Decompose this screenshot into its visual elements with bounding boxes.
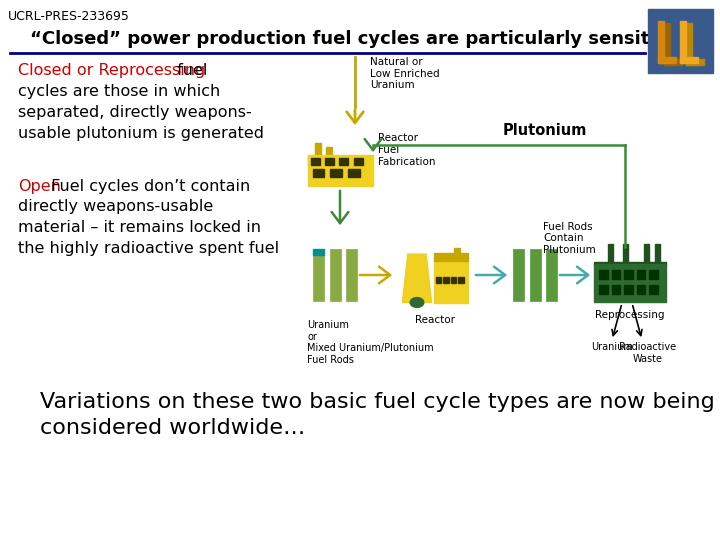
Bar [649, 285, 658, 294]
Bar [348, 170, 359, 177]
Bar [624, 270, 633, 279]
Bar [313, 249, 324, 301]
Bar [644, 244, 649, 263]
Text: Uranium
or
Mixed Uranium/Plutonium
Fuel Rods: Uranium or Mixed Uranium/Plutonium Fuel … [307, 320, 433, 365]
Text: Natural or
Low Enriched
Uranium: Natural or Low Enriched Uranium [370, 57, 440, 90]
Bar [325, 147, 331, 157]
Bar [311, 158, 320, 165]
Bar [686, 23, 692, 65]
Text: Radioactive
Waste: Radioactive Waste [619, 342, 677, 363]
Text: Closed or Reprocessing: Closed or Reprocessing [18, 63, 205, 78]
Text: separated, directly weapons-: separated, directly weapons- [18, 105, 252, 120]
Bar [313, 249, 324, 255]
Text: the highly radioactive spent fuel: the highly radioactive spent fuel [18, 241, 279, 256]
Text: Reprocessing: Reprocessing [595, 310, 665, 320]
Text: UCRL-PRES-233695: UCRL-PRES-233695 [8, 10, 130, 23]
Text: “Closed” power production fuel cycles are particularly sensitive: “Closed” power production fuel cycles ar… [30, 30, 680, 48]
Bar [623, 244, 628, 263]
Bar [655, 244, 660, 263]
Bar [612, 270, 621, 279]
Bar [433, 253, 468, 261]
Text: Reactor: Reactor [415, 315, 455, 325]
Bar [346, 249, 357, 301]
Bar [307, 155, 372, 186]
Bar [315, 143, 321, 157]
Bar [546, 249, 557, 301]
Text: Open: Open [18, 179, 61, 193]
Bar [354, 158, 363, 165]
Bar [648, 9, 713, 73]
Polygon shape [402, 254, 431, 302]
Ellipse shape [410, 298, 424, 307]
Bar [608, 244, 613, 263]
Bar [612, 285, 621, 294]
Bar [680, 21, 686, 63]
Text: Fuel Rods
Contain
Plutonium: Fuel Rods Contain Plutonium [543, 222, 595, 255]
Bar [636, 270, 645, 279]
Bar [454, 247, 460, 260]
Bar [658, 21, 664, 63]
Bar [339, 158, 348, 165]
Bar [529, 249, 541, 301]
Text: directly weapons-usable: directly weapons-usable [18, 199, 213, 214]
Bar [599, 270, 608, 279]
Bar [444, 276, 449, 284]
Text: Plutonium: Plutonium [503, 123, 588, 138]
Bar [594, 261, 666, 265]
Bar [312, 170, 325, 177]
Bar [594, 264, 666, 302]
Bar [649, 270, 658, 279]
Text: considered worldwide…: considered worldwide… [40, 418, 305, 438]
Bar [513, 249, 524, 301]
Bar [686, 59, 704, 65]
Text: Uranium: Uranium [591, 342, 633, 352]
Bar [436, 276, 441, 284]
Bar [451, 276, 456, 284]
Bar [624, 285, 633, 294]
Bar [664, 59, 682, 65]
Text: cycles are those in which: cycles are those in which [18, 84, 220, 99]
Text: material – it remains locked in: material – it remains locked in [18, 220, 261, 235]
Bar [307, 157, 343, 165]
Text: Reactor
Fuel
Fabrication: Reactor Fuel Fabrication [378, 133, 436, 167]
Bar [330, 170, 342, 177]
Bar [599, 285, 608, 294]
Text: Fuel cycles don’t contain: Fuel cycles don’t contain [46, 179, 251, 193]
Text: fuel: fuel [172, 63, 207, 78]
Bar [658, 57, 676, 63]
Bar [433, 261, 468, 302]
Bar [458, 276, 464, 284]
Bar [680, 57, 698, 63]
Text: Variations on these two basic fuel cycle types are now being: Variations on these two basic fuel cycle… [40, 392, 715, 412]
Text: usable plutonium is generated: usable plutonium is generated [18, 126, 264, 141]
Bar [325, 158, 334, 165]
Bar [664, 23, 670, 65]
Bar [330, 249, 341, 301]
Bar [636, 285, 645, 294]
